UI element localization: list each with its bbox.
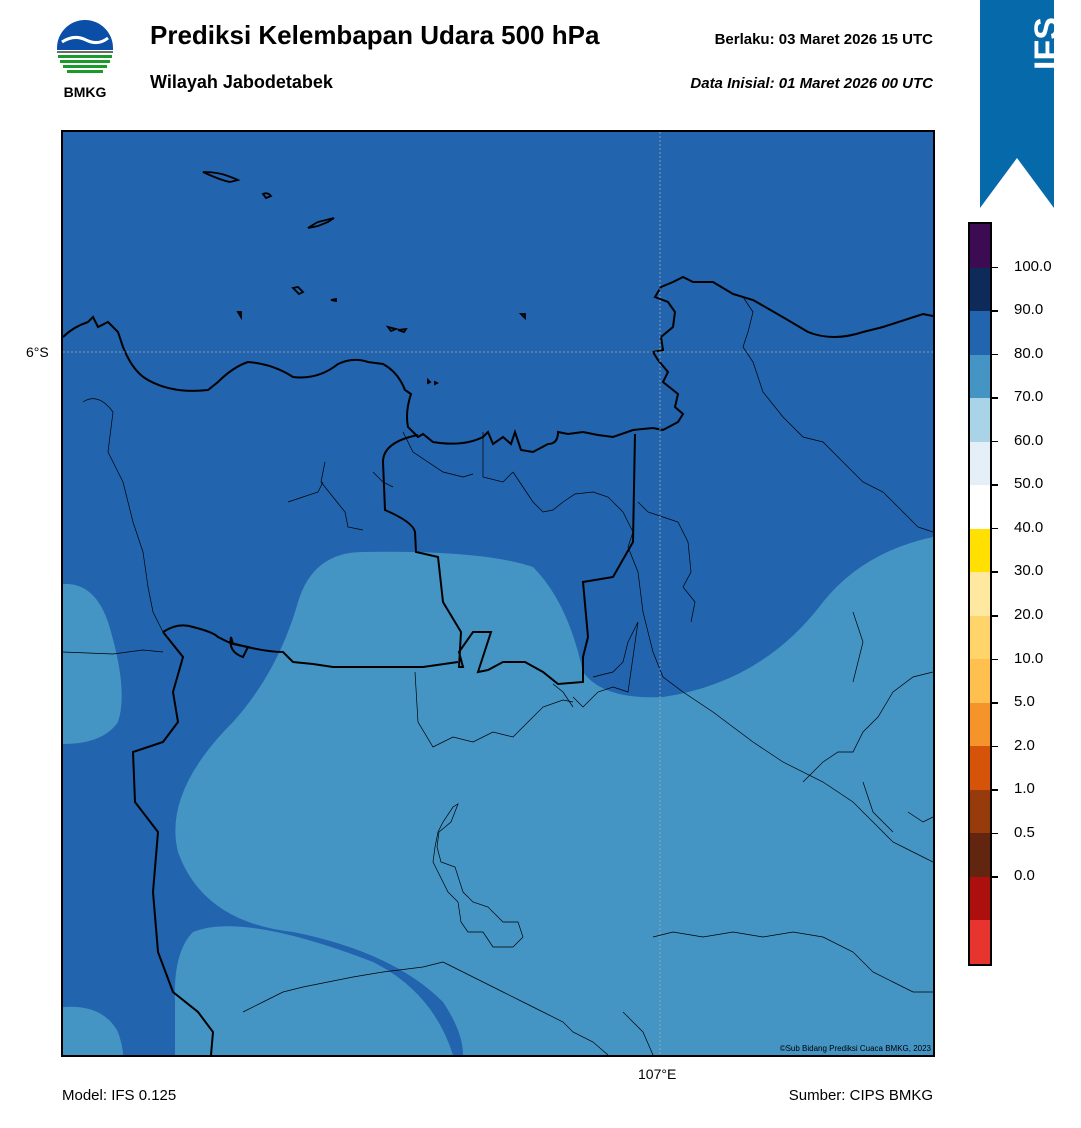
colorbar-segment <box>970 528 990 573</box>
colorbar-label: 0.0 <box>1014 867 1035 885</box>
colorbar-tick <box>992 266 998 269</box>
province-boundaries <box>131 433 636 1055</box>
colorbar-tick <box>992 527 998 530</box>
colorbar-segment <box>970 615 990 660</box>
colorbar-segment <box>970 789 990 834</box>
colorbar-segment <box>970 572 990 617</box>
colorbar-tick <box>992 876 998 878</box>
colorbar-segment <box>970 267 990 312</box>
colorbar-label: 100.0 <box>1014 257 1052 275</box>
colorbar-segment <box>970 659 990 704</box>
colorbar-segment <box>970 311 990 356</box>
humidity-zone-70-80-west <box>63 583 122 744</box>
colorbar-tick <box>992 571 998 573</box>
colorbar-label: 1.0 <box>1014 780 1035 798</box>
colorbar-tick <box>992 353 998 356</box>
bmkg-logo-icon <box>55 20 115 83</box>
colorbar-label: 70.0 <box>1014 388 1044 406</box>
colorbar-label: 50.0 <box>1014 475 1044 493</box>
colorbar-segment <box>970 876 990 921</box>
colorbar-tick <box>992 745 998 748</box>
colorbar-segment <box>970 441 990 486</box>
valid-time: Berlaku: 03 Maret 2026 15 UTC <box>714 31 933 48</box>
latitude-label: 6°S <box>26 344 49 360</box>
colorbar-label: 90.0 <box>1014 301 1044 319</box>
humidity-zone-70-80-southwest <box>63 1006 123 1055</box>
colorbar-segment <box>970 485 990 530</box>
map-subtitle: Wilayah Jabodetabek <box>150 72 333 92</box>
colorbar-segment <box>970 702 990 747</box>
bmkg-logo <box>52 20 118 102</box>
initial-time: Data Inisial: 01 Maret 2026 00 UTC <box>690 75 933 92</box>
colorbar-tick <box>992 702 998 704</box>
colorbar-segment <box>970 833 990 878</box>
colorbar-label: 40.0 <box>1014 518 1044 536</box>
humidity-map <box>61 130 935 1057</box>
colorbar-segment <box>970 920 990 965</box>
colorbar-label: 80.0 <box>1014 344 1044 362</box>
colorbar-segment <box>970 354 990 399</box>
map-credit: ©Sub Bidang Prediksi Cuaca BMKG, 2023 <box>779 1044 931 1053</box>
ribbon-label: IFS <box>1028 17 1054 70</box>
colorbar-tick <box>992 658 998 661</box>
bmkg-logo-text: BMKG <box>63 84 107 100</box>
ribbon-shape <box>980 0 1054 208</box>
colorbar-label: 5.0 <box>1014 693 1035 711</box>
colorbar-label: 20.0 <box>1014 606 1044 623</box>
colorbar-tick <box>992 484 998 486</box>
coastline <box>63 275 933 454</box>
colorbar <box>968 222 992 966</box>
colorbar-tick <box>992 615 998 617</box>
colorbar-segment <box>970 746 990 791</box>
ifs-ribbon: IFS <box>980 0 1066 210</box>
colorbar-label: 2.0 <box>1014 736 1035 754</box>
colorbar-tick <box>992 310 998 312</box>
colorbar-tick <box>992 789 998 791</box>
colorbar-tick <box>992 440 998 443</box>
colorbar-tick <box>992 397 998 399</box>
source-label: Sumber: CIPS BMKG <box>788 1087 933 1104</box>
colorbar-label: 30.0 <box>1014 562 1044 580</box>
islands <box>202 171 526 386</box>
model-label: Model: IFS 0.125 <box>62 1087 177 1104</box>
district-boundaries <box>63 296 933 1055</box>
colorbar-segment <box>970 398 990 443</box>
map-title: Prediksi Kelembapan Udara 500 hPa <box>150 20 600 50</box>
colorbar-label: 60.0 <box>1014 431 1044 449</box>
colorbar-label: 10.0 <box>1014 649 1044 667</box>
colorbar-segment <box>970 224 990 269</box>
colorbar-tick <box>992 832 998 835</box>
colorbar-label: 0.5 <box>1014 823 1035 841</box>
longitude-label: 107°E <box>638 1066 677 1082</box>
